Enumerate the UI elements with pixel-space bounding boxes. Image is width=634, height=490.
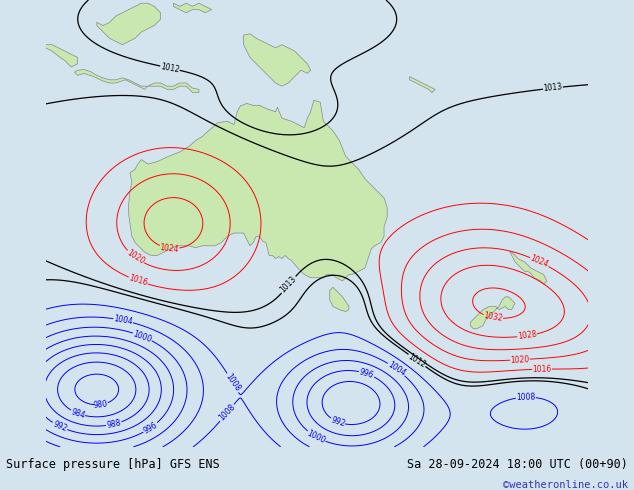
Text: Surface pressure [hPa] GFS ENS: Surface pressure [hPa] GFS ENS (6, 458, 220, 470)
Text: 1000: 1000 (132, 329, 153, 344)
Text: 1016: 1016 (127, 274, 149, 288)
Text: 1008: 1008 (224, 372, 242, 393)
Polygon shape (173, 3, 212, 13)
Polygon shape (510, 251, 547, 284)
Text: 1016: 1016 (533, 365, 552, 374)
Text: 1004: 1004 (113, 314, 134, 326)
Text: Sa 28-09-2024 18:00 UTC (00+90): Sa 28-09-2024 18:00 UTC (00+90) (407, 458, 628, 470)
Text: 984: 984 (70, 407, 87, 420)
Polygon shape (97, 3, 160, 45)
Text: 1024: 1024 (159, 243, 179, 254)
Text: 1008: 1008 (516, 392, 536, 402)
Text: 1008: 1008 (217, 403, 237, 423)
Polygon shape (470, 297, 515, 329)
Text: 996: 996 (358, 368, 375, 380)
Polygon shape (148, 83, 199, 93)
Text: 1020: 1020 (510, 355, 530, 365)
Polygon shape (46, 45, 77, 67)
Polygon shape (129, 100, 387, 281)
Text: 1032: 1032 (483, 312, 503, 323)
Text: 1000: 1000 (306, 429, 327, 445)
Text: 1013: 1013 (543, 83, 563, 94)
Text: 988: 988 (106, 418, 122, 430)
Polygon shape (74, 70, 148, 89)
Text: 992: 992 (330, 416, 346, 429)
Text: 1004: 1004 (386, 360, 407, 378)
Text: 1012: 1012 (160, 62, 180, 74)
Text: 1024: 1024 (529, 254, 550, 270)
Polygon shape (330, 287, 349, 312)
Text: 992: 992 (51, 419, 68, 433)
Text: 1028: 1028 (517, 330, 537, 342)
Text: 980: 980 (93, 399, 108, 410)
Text: 996: 996 (142, 420, 159, 436)
Text: 1020: 1020 (125, 248, 146, 267)
Text: ©weatheronline.co.uk: ©weatheronline.co.uk (503, 480, 628, 490)
Text: 1013: 1013 (279, 275, 299, 295)
Text: 1012: 1012 (406, 352, 427, 369)
Polygon shape (410, 76, 435, 93)
Polygon shape (243, 34, 311, 86)
